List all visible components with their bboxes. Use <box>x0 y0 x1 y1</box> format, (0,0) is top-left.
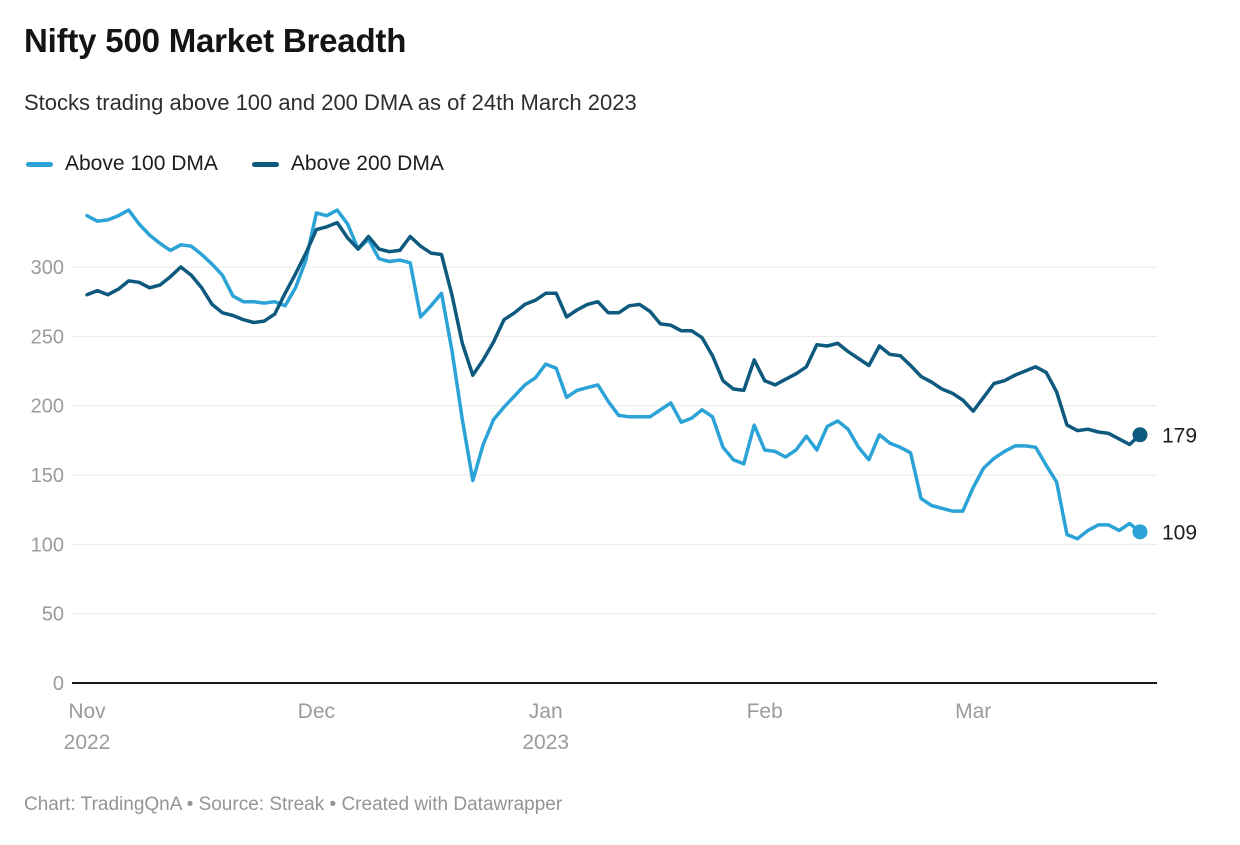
legend-swatch <box>251 161 279 167</box>
legend-label: Above 200 DMA <box>290 152 444 175</box>
x-tick-label: Feb <box>747 700 783 723</box>
x-tick-label: Mar <box>955 700 991 723</box>
y-tick-label: 100 <box>31 534 64 556</box>
series-end-dot <box>1132 524 1148 540</box>
y-tick-label: 300 <box>31 257 64 279</box>
series-end-value-label: 109 <box>1162 521 1197 544</box>
chart-subtitle: Stocks trading above 100 and 200 DMA as … <box>24 90 637 115</box>
legend-item-above-100-dma: Above 100 DMA <box>26 152 218 176</box>
y-tick-label: 0 <box>53 673 64 695</box>
series-line-above-200-dma <box>85 220 1142 447</box>
legend-label: Above 100 DMA <box>65 152 218 175</box>
y-tick-label: 150 <box>31 465 64 487</box>
series-line-above-100-dma <box>85 208 1142 541</box>
y-gridlines <box>72 266 1157 684</box>
legend-swatch <box>26 161 53 167</box>
y-axis-labels: 0 50 100 150 200 250 300 <box>31 257 64 695</box>
x-axis-labels: Nov 2022 Dec Jan 2023 Feb Mar <box>64 700 992 754</box>
x-tick-sublabel: 2023 <box>522 731 569 754</box>
x-tick-label: Dec <box>298 700 335 723</box>
y-tick-label: 250 <box>31 326 64 348</box>
attribution-footer: Chart: TradingQnA • Source: Streak • Cre… <box>24 794 563 815</box>
chart-title: Nifty 500 Market Breadth <box>24 22 407 59</box>
legend: Above 100 DMA Above 200 DMA <box>26 152 444 176</box>
y-tick-label: 50 <box>42 604 64 626</box>
series-end-dot <box>1132 427 1148 443</box>
x-tick-label: Jan <box>529 700 563 723</box>
x-tick-sublabel: 2022 <box>64 731 111 754</box>
legend-item-above-200-dma: Above 200 DMA <box>251 152 444 176</box>
y-tick-label: 200 <box>31 396 64 418</box>
x-tick-label: Nov <box>68 700 106 723</box>
series-end-value-label: 179 <box>1162 424 1197 447</box>
